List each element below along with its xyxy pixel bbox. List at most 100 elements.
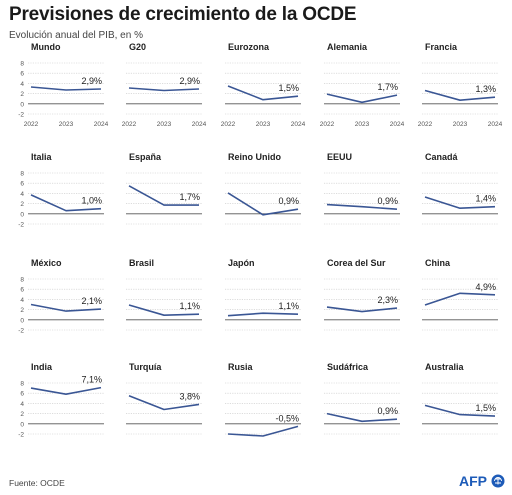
chart-title: Australia <box>425 362 465 372</box>
value-label: 1,1% <box>278 301 299 311</box>
chart-title: China <box>425 258 451 268</box>
value-label: 1,5% <box>475 403 496 413</box>
series-line <box>424 292 496 306</box>
value-label: 7,1% <box>81 375 102 385</box>
value-label: -0,5% <box>275 413 299 423</box>
country-chart: Mundo 8 6 4 2 0 -2 2,9% 2022 2023 2024 <box>18 42 108 128</box>
x-tick-label: 2022 <box>122 121 137 128</box>
series-line <box>128 87 200 92</box>
value-label: 1,3% <box>475 84 496 94</box>
country-chart: G20 2,9% 2022 2023 2024 <box>122 42 207 128</box>
value-label: 2,9% <box>179 76 200 86</box>
afp-logo: AFP <box>459 473 505 489</box>
y-tick-label: 2 <box>20 201 24 208</box>
value-label: 0,9% <box>377 406 398 416</box>
y-tick-label: -2 <box>18 432 24 439</box>
value-label: 1,7% <box>179 192 200 202</box>
country-chart: España 1,7% <box>126 152 202 225</box>
series-line <box>424 404 496 417</box>
chart-title: México <box>31 258 62 268</box>
page-title: Previsiones de crecimiento de la OCDE <box>9 4 357 25</box>
series-line <box>128 185 199 206</box>
country-chart: Corea del Sur 2,3% <box>324 258 400 331</box>
value-label: 2,9% <box>81 76 102 86</box>
series-line <box>227 425 299 437</box>
x-tick-label: 2022 <box>24 121 39 128</box>
series-line <box>128 304 200 317</box>
series-line <box>326 203 398 210</box>
x-tick-label: 2024 <box>291 121 306 128</box>
chart-title: Alemania <box>327 42 368 52</box>
chart-title: G20 <box>129 42 146 52</box>
country-chart: Brasil 1,1% <box>126 258 202 331</box>
series-line <box>30 386 102 396</box>
y-tick-label: -2 <box>18 328 24 335</box>
y-tick-label: 0 <box>20 421 24 428</box>
value-label: 0,9% <box>278 196 299 206</box>
value-label: 2,1% <box>81 296 102 306</box>
y-tick-label: 0 <box>20 101 24 108</box>
value-label: 1,5% <box>278 83 299 93</box>
chart-title: Eurozona <box>228 42 270 52</box>
y-tick-label: 4 <box>20 81 24 88</box>
x-tick-label: 2023 <box>59 121 74 128</box>
x-tick-label: 2024 <box>192 121 207 128</box>
chart-title: Turquía <box>129 362 162 372</box>
x-tick-label: 2023 <box>157 121 172 128</box>
y-tick-label: 2 <box>20 411 24 418</box>
y-tick-label: 4 <box>20 401 24 408</box>
value-label: 2,3% <box>377 295 398 305</box>
x-tick-label: 2023 <box>355 121 370 128</box>
value-label: 1,0% <box>81 196 102 206</box>
country-chart: Rusia -0,5% <box>225 362 301 437</box>
country-chart: Eurozona 1,5% 2022 2023 2024 <box>221 42 306 128</box>
series-line <box>227 85 299 101</box>
value-label: 1,7% <box>377 82 398 92</box>
chart-title: Japón <box>228 258 255 268</box>
series-line <box>424 196 496 209</box>
y-tick-label: 0 <box>20 317 24 324</box>
chart-title: Rusia <box>228 362 254 372</box>
value-label: 0,9% <box>377 196 398 206</box>
y-tick-label: 0 <box>20 211 24 218</box>
y-tick-label: 2 <box>20 307 24 314</box>
chart-title: Corea del Sur <box>327 258 386 268</box>
x-tick-label: 2024 <box>488 121 503 128</box>
y-tick-label: -2 <box>18 222 24 229</box>
source-note: Fuente: OCDE <box>9 478 65 488</box>
chart-title: EEUU <box>327 152 352 162</box>
x-tick-label: 2024 <box>390 121 405 128</box>
y-tick-label: 8 <box>20 61 24 68</box>
chart-title: Canadá <box>425 152 459 162</box>
series-line <box>326 412 398 423</box>
country-chart: Italia 8 6 4 2 0 -2 1,0% <box>18 152 104 229</box>
x-tick-label: 2024 <box>94 121 109 128</box>
y-tick-label: -2 <box>18 112 24 119</box>
country-chart: Japón 1,1% <box>225 258 301 331</box>
value-label: 1,4% <box>475 194 496 204</box>
x-tick-label: 2022 <box>221 121 236 128</box>
value-label: 3,8% <box>179 391 200 401</box>
value-label: 4,9% <box>475 282 496 292</box>
chart-title: Francia <box>425 42 458 52</box>
country-chart: Australia 1,5% <box>422 362 498 435</box>
y-tick-label: 8 <box>20 277 24 284</box>
series-line <box>227 312 299 317</box>
y-tick-label: 6 <box>20 71 24 78</box>
series-line <box>30 194 102 212</box>
series-line <box>326 93 398 104</box>
series-line <box>326 306 398 313</box>
value-label: 1,1% <box>179 301 200 311</box>
country-chart: Sudáfrica 0,9% <box>324 362 400 435</box>
country-chart: Reino Unido 0,9% <box>225 152 301 225</box>
country-chart: Canadá 1,4% <box>422 152 498 225</box>
series-line <box>30 86 102 91</box>
x-tick-label: 2023 <box>453 121 468 128</box>
country-chart: EEUU 0,9% <box>324 152 400 225</box>
country-chart: México 8 6 4 2 0 -2 2,1% <box>18 258 104 335</box>
chart-title: Italia <box>31 152 53 162</box>
chart-title: Sudáfrica <box>327 362 369 372</box>
x-tick-label: 2023 <box>256 121 271 128</box>
y-tick-label: 8 <box>20 171 24 178</box>
